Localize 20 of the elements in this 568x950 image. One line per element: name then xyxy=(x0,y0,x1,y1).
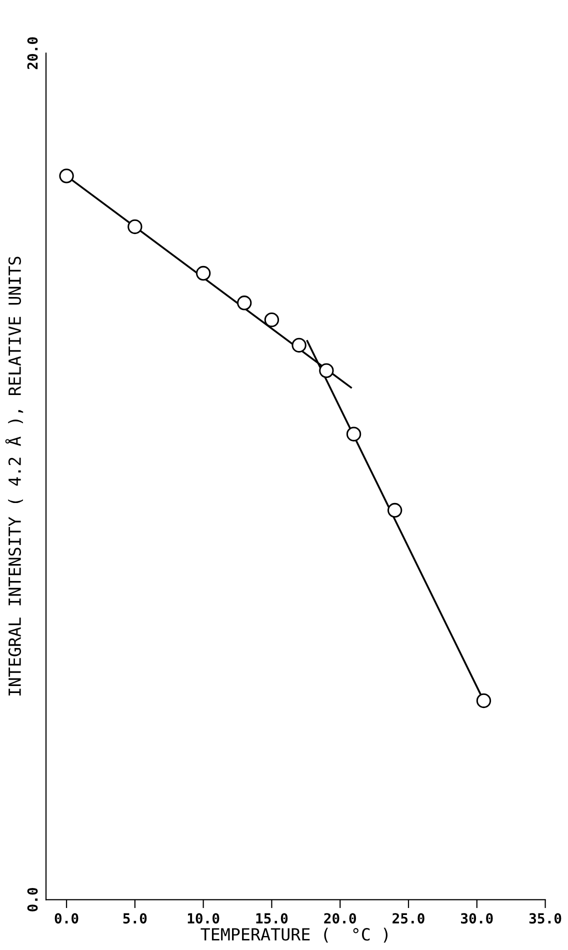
point xyxy=(128,219,142,234)
point xyxy=(346,426,362,442)
point xyxy=(196,266,211,281)
y-axis-title: INTEGRAL INTENSITY ( 4.2 Å ), RELATIVE UNITS xyxy=(5,256,24,696)
x-tick-label: 5.0 xyxy=(123,913,147,924)
point xyxy=(59,168,74,184)
x-tick-label: 35.0 xyxy=(529,913,562,924)
point xyxy=(319,363,334,378)
x-tick-label: 15.0 xyxy=(256,913,288,924)
point xyxy=(292,338,306,353)
x-tick-label: 25.0 xyxy=(392,913,424,924)
point xyxy=(264,312,280,328)
x-tick-label: 0.0 xyxy=(54,913,78,924)
x-tick-label: 30.0 xyxy=(461,913,493,924)
x-tick-label: 20.0 xyxy=(324,913,356,924)
point xyxy=(236,296,252,310)
point xyxy=(387,502,402,518)
point xyxy=(476,693,492,708)
x-tick-label: 10.0 xyxy=(188,913,220,924)
x-axis-title: TEMPERATURE ( °C ) xyxy=(200,928,388,943)
